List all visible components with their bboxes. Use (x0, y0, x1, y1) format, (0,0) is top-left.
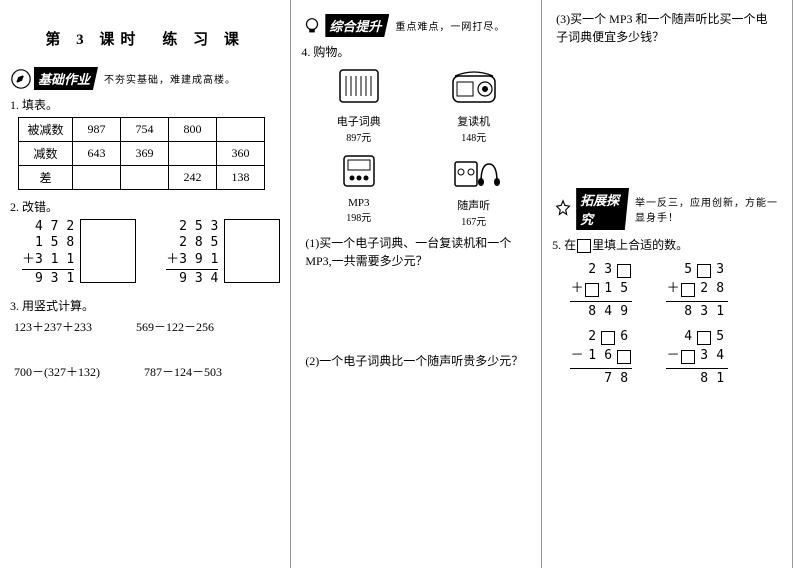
dictionary-icon (332, 66, 386, 108)
sub-q1: (1)买一个电子词典、一台复读机和一个 MP3,一共需要多少元？ (305, 234, 527, 270)
q4: 4. 购物。 (301, 43, 531, 60)
badge-ext-label: 拓展探究 (576, 188, 629, 230)
q2: 2. 改错。 (10, 198, 280, 215)
item-dict: 电子词典897元 (332, 66, 386, 144)
bulb-icon (301, 15, 323, 37)
sub-q2: (2)一个电子词典比一个随声听贵多少元？ (305, 352, 527, 370)
fill-row-2: 26－16 78 45－34 81 (570, 328, 782, 387)
calc-row: 4 7 2 1 5 8＋3 1 1 9 3 1 2 5 3 2 8 5＋3 9 … (22, 219, 280, 287)
badge-basic: 基础作业 不夯实基础，难建成高楼。 (10, 67, 280, 90)
badge-comp-sub: 重点难点，一网打尽。 (395, 18, 505, 33)
calc-2: 2 5 3 2 8 5＋3 9 1 9 3 4 (166, 219, 280, 287)
fill-box[interactable] (697, 331, 711, 345)
shop-row-1: 电子词典897元 复读机148元 (301, 66, 531, 144)
badge-comp-label: 综合提升 (325, 14, 389, 37)
badge-ext: 拓展探究 举一反三，应用创新，方能一显身手！ (552, 188, 782, 230)
badge-ext-sub: 举一反三，应用创新，方能一显身手！ (635, 194, 782, 224)
page-title: 第 3 课时 练 习 课 (10, 28, 280, 49)
fill-calc-2: 53＋28831 (666, 261, 728, 320)
fill-calc-4: 45－34 81 (666, 328, 728, 387)
column-2: 综合提升 重点难点，一网打尽。 4. 购物。 电子词典897元 复读机148元 … (291, 0, 542, 568)
th: 被减数 (19, 118, 73, 142)
fill-box[interactable] (697, 264, 711, 278)
fill-table: 被减数987754800 减数643369360 差242138 (18, 117, 265, 190)
badge-basic-sub: 不夯实基础，难建成高楼。 (104, 71, 236, 86)
walkman-icon (447, 150, 501, 192)
fill-row-1: 23＋15849 53＋28831 (570, 261, 782, 320)
pencil-icon (10, 68, 32, 90)
mp3-icon (332, 150, 386, 192)
calc-1: 4 7 2 1 5 8＋3 1 1 9 3 1 (22, 219, 136, 287)
fill-box[interactable] (617, 264, 631, 278)
item-repeater: 复读机148元 (447, 66, 501, 144)
star-icon (552, 198, 574, 220)
sub-q3: (3)买一个 MP3 和一个随声听比买一个电子词典便宜多少钱？ (556, 10, 778, 46)
column-3: (3)买一个 MP3 和一个随声听比买一个电子词典便宜多少钱？ 拓展探究 举一反… (542, 0, 793, 568)
answer-box[interactable] (224, 219, 280, 283)
q1: 1. 填表。 (10, 96, 280, 113)
badge-basic-label: 基础作业 (34, 67, 98, 90)
fill-box[interactable] (681, 350, 695, 364)
expressions: 123＋237＋233569－122－256 700－(327＋132)787－… (14, 318, 280, 380)
radio-icon (447, 66, 501, 108)
column-1: 第 3 课时 练 习 课 基础作业 不夯实基础，难建成高楼。 1. 填表。 被减… (0, 0, 291, 568)
fill-box[interactable] (601, 331, 615, 345)
fill-box[interactable] (681, 283, 695, 297)
q3: 3. 用竖式计算。 (10, 297, 280, 314)
item-mp3: MP3198元 (332, 150, 386, 228)
fill-box[interactable] (617, 350, 631, 364)
fill-calc-3: 26－16 78 (570, 328, 632, 387)
blank-box (577, 239, 591, 253)
item-walkman: 随声听167元 (447, 150, 501, 228)
shop-row-2: MP3198元 随声听167元 (301, 150, 531, 228)
q5: 5. 在里填上合适的数。 (552, 236, 782, 253)
fill-calc-1: 23＋15849 (570, 261, 632, 320)
badge-comp: 综合提升 重点难点，一网打尽。 (301, 14, 531, 37)
fill-box[interactable] (585, 283, 599, 297)
answer-box[interactable] (80, 219, 136, 283)
